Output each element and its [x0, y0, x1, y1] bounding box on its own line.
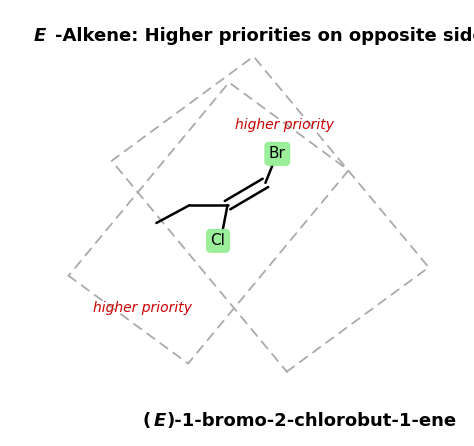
Text: (: (: [142, 413, 150, 430]
Text: Cl: Cl: [210, 233, 226, 248]
Text: higher priority: higher priority: [235, 118, 334, 132]
Text: )-1-bromo-2-chlorobut-1-ene: )-1-bromo-2-chlorobut-1-ene: [167, 413, 457, 430]
Text: E: E: [33, 27, 46, 45]
Text: -Alkene: Higher priorities on opposite sides: -Alkene: Higher priorities on opposite s…: [55, 27, 474, 45]
Text: E: E: [154, 413, 166, 430]
Text: Br: Br: [269, 146, 286, 161]
Text: higher priority: higher priority: [93, 301, 191, 315]
